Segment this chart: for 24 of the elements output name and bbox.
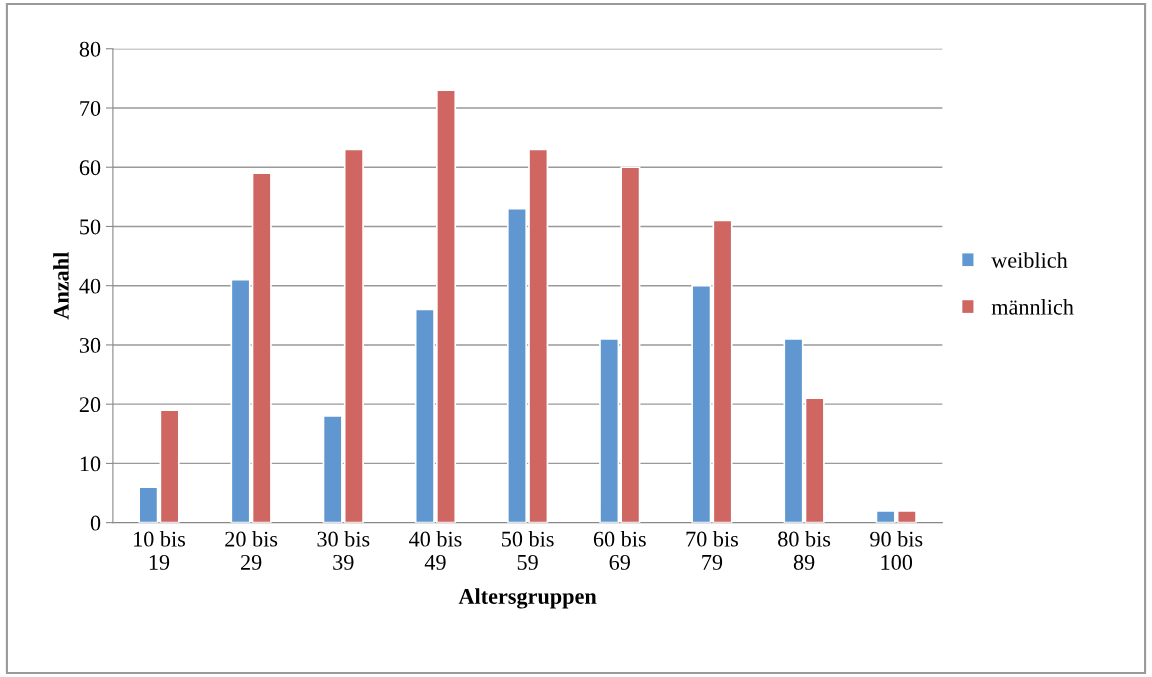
x-tick-label: 20 bis 29 (225, 530, 278, 570)
y-tick-label: 10 (80, 456, 101, 472)
x-tick-label: 60 bis 69 (593, 530, 646, 570)
bar (159, 409, 180, 523)
x-tick-label: 30 bis 39 (317, 530, 370, 570)
x-tick-label: 40 bis 49 (409, 530, 462, 570)
y-tick-label: 30 (79, 337, 101, 353)
y-tick-label: 70 (80, 100, 101, 116)
x-tick-label: 90 bis 100 (870, 530, 923, 570)
x-axis-title: Altersgruppen (458, 588, 597, 609)
y-tick-label: 20 (79, 397, 101, 413)
y-tick-label: 0 (90, 515, 101, 531)
x-tick-label: 80 bis 89 (778, 530, 831, 570)
legend-label: weiblich (991, 252, 1068, 268)
y-tick-label: 60 (79, 160, 101, 176)
y-axis-title: Anzahl (53, 252, 69, 320)
bar (138, 486, 159, 523)
x-tick-label: 70 bis 79 (686, 530, 738, 570)
y-tick-label: 80 (79, 41, 101, 57)
y-tick-label: 40 (79, 278, 101, 294)
y-tick-label: 50 (80, 219, 101, 235)
x-tick-label: 10 bis 19 (134, 530, 186, 570)
legend-label: männlich (991, 299, 1074, 315)
x-tick-label: 50 bis 59 (502, 530, 554, 570)
